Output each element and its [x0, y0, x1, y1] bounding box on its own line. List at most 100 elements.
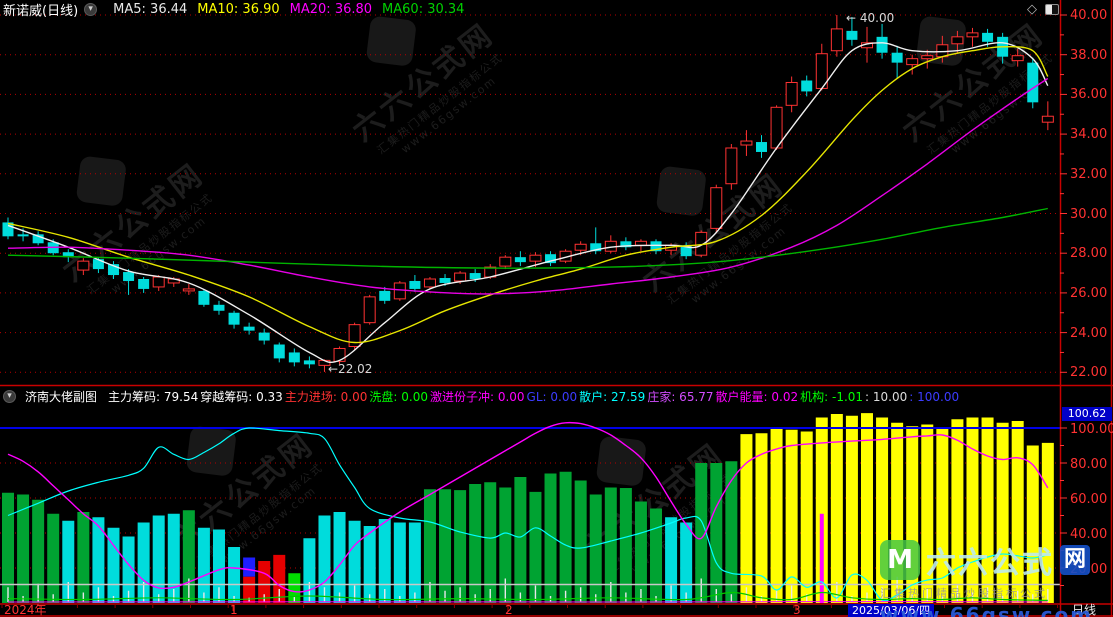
period-label[interactable]: 日线 — [1072, 603, 1097, 617]
sub-bar — [680, 522, 693, 603]
indicator-field: 穿越筹码: 0.33 — [200, 390, 283, 404]
sub-bar — [439, 489, 452, 603]
last-date-badge: 2025/03/06/四 — [848, 604, 935, 617]
sub-bar — [258, 561, 271, 603]
candle-body-up — [152, 276, 165, 288]
price-axis-label: 36.00 — [1070, 87, 1108, 103]
sub-bar — [288, 573, 301, 603]
sub-bar — [845, 415, 858, 603]
low-price-annotation: ←22.02 — [328, 362, 373, 376]
candle-body-up — [182, 288, 195, 292]
sub-bar — [800, 431, 813, 603]
sub-bar — [333, 512, 346, 603]
sub-bar — [665, 517, 678, 603]
candle-body-up — [1041, 115, 1054, 123]
sub-bar — [951, 419, 964, 603]
candle-body-up — [785, 81, 798, 106]
candle-body-up — [1011, 55, 1024, 62]
candle-body-up — [393, 282, 406, 300]
candle-body-down — [680, 245, 692, 257]
candle-body-down — [107, 264, 119, 276]
indicator-field: GL: 0.00 — [526, 390, 578, 404]
sub-bar — [529, 491, 542, 603]
sub-bar — [996, 422, 1009, 603]
price-axis-label: 26.00 — [1070, 285, 1108, 301]
indicator-field: 散户能量: 0.02 — [715, 390, 799, 404]
candle-body-up — [830, 28, 843, 52]
candle-body-down — [32, 234, 44, 244]
chevron-down-icon[interactable]: ▾ — [84, 2, 98, 16]
price-axis-label: 32.00 — [1070, 166, 1108, 182]
sub-bar — [1011, 421, 1024, 603]
price-axis-label: 24.00 — [1070, 325, 1108, 341]
candle-body-up — [710, 187, 723, 229]
sub-bar — [770, 428, 783, 603]
indicator-title[interactable]: 济南大佬副图 — [25, 390, 98, 404]
indicator-field: 激进份子冲: 0.00 — [429, 390, 525, 404]
candle-body-up — [634, 240, 647, 246]
sub-bar-blue — [243, 557, 256, 577]
indicator-field: 机构: -1.01 — [800, 390, 864, 404]
sub-line-庄家 — [7, 421, 1049, 593]
candle-body-up — [348, 324, 361, 347]
time-axis-label: 2024年 — [4, 603, 47, 617]
sub-bar — [77, 512, 90, 603]
diamond-icon[interactable]: ◇ — [1027, 2, 1037, 17]
sub-bar — [574, 480, 587, 603]
ma-label: MA5: 36.44 — [113, 1, 188, 17]
ma-label: MA20: 36.80 — [289, 1, 373, 17]
candle-body-down — [288, 352, 300, 363]
candle-body-down — [213, 304, 225, 311]
sub-bar — [981, 417, 994, 603]
indicator-values: 主力筹码: 79.54 穿越筹码: 0.33 主力进场: 0.00 洗盘: 0.00 激… — [106, 388, 959, 405]
candle-body-down — [545, 254, 557, 264]
sub-bar — [650, 508, 663, 603]
indicator-axis-label: 80.00 — [1070, 457, 1108, 472]
candle-body-down — [123, 272, 135, 281]
candle-body-down — [846, 30, 858, 40]
time-axis-label: 1 — [230, 603, 238, 617]
candle-body-up — [936, 44, 949, 58]
candle-body-down — [303, 360, 315, 365]
candle-body-up — [574, 243, 587, 251]
candle-body-up — [423, 278, 436, 288]
indicator-field: 洗盘: 0.00 — [369, 390, 428, 404]
sub-bar — [499, 487, 512, 603]
price-axis-label: 38.00 — [1070, 47, 1108, 63]
sub-bar — [619, 488, 632, 603]
split-view-icon[interactable] — [1045, 4, 1059, 15]
stock-title[interactable]: 新诺威(日线) — [3, 3, 79, 19]
sub-bar — [755, 433, 768, 603]
candle-body-down — [198, 290, 210, 305]
candle-body-down — [756, 142, 767, 152]
sub-bar — [860, 413, 873, 603]
sub-bar — [589, 494, 602, 603]
candle-body-up — [363, 296, 376, 324]
sub-bar — [273, 554, 286, 603]
candle-body-down — [2, 222, 14, 237]
candle-body-down — [228, 312, 240, 325]
ma-label: MA10: 36.90 — [197, 1, 280, 17]
indicator-axis-label: 100.00 — [1070, 422, 1113, 437]
sub-bar — [604, 487, 617, 603]
sub-bar — [122, 536, 135, 603]
sub-bar — [62, 520, 75, 603]
candle-body-up — [725, 147, 738, 185]
candle-body-down — [273, 344, 285, 359]
price-axis-label: 22.00 — [1070, 365, 1108, 381]
candle-body-up — [499, 256, 512, 267]
sub-bar — [318, 515, 331, 603]
candle-body-down — [92, 259, 104, 270]
time-axis-label: 3 — [793, 603, 801, 617]
sub-bar — [152, 515, 165, 603]
sub-bar — [92, 517, 105, 603]
sub-line-机构 — [7, 591, 1048, 601]
sub-bar — [2, 492, 14, 603]
sub-bar — [725, 461, 738, 603]
sub-bar — [484, 482, 497, 603]
candle-body-down — [650, 241, 662, 252]
indicator-axis-label: 40.00 — [1070, 527, 1108, 542]
sub-bar — [740, 434, 753, 603]
chevron-down-icon[interactable]: ▾ — [3, 390, 16, 403]
